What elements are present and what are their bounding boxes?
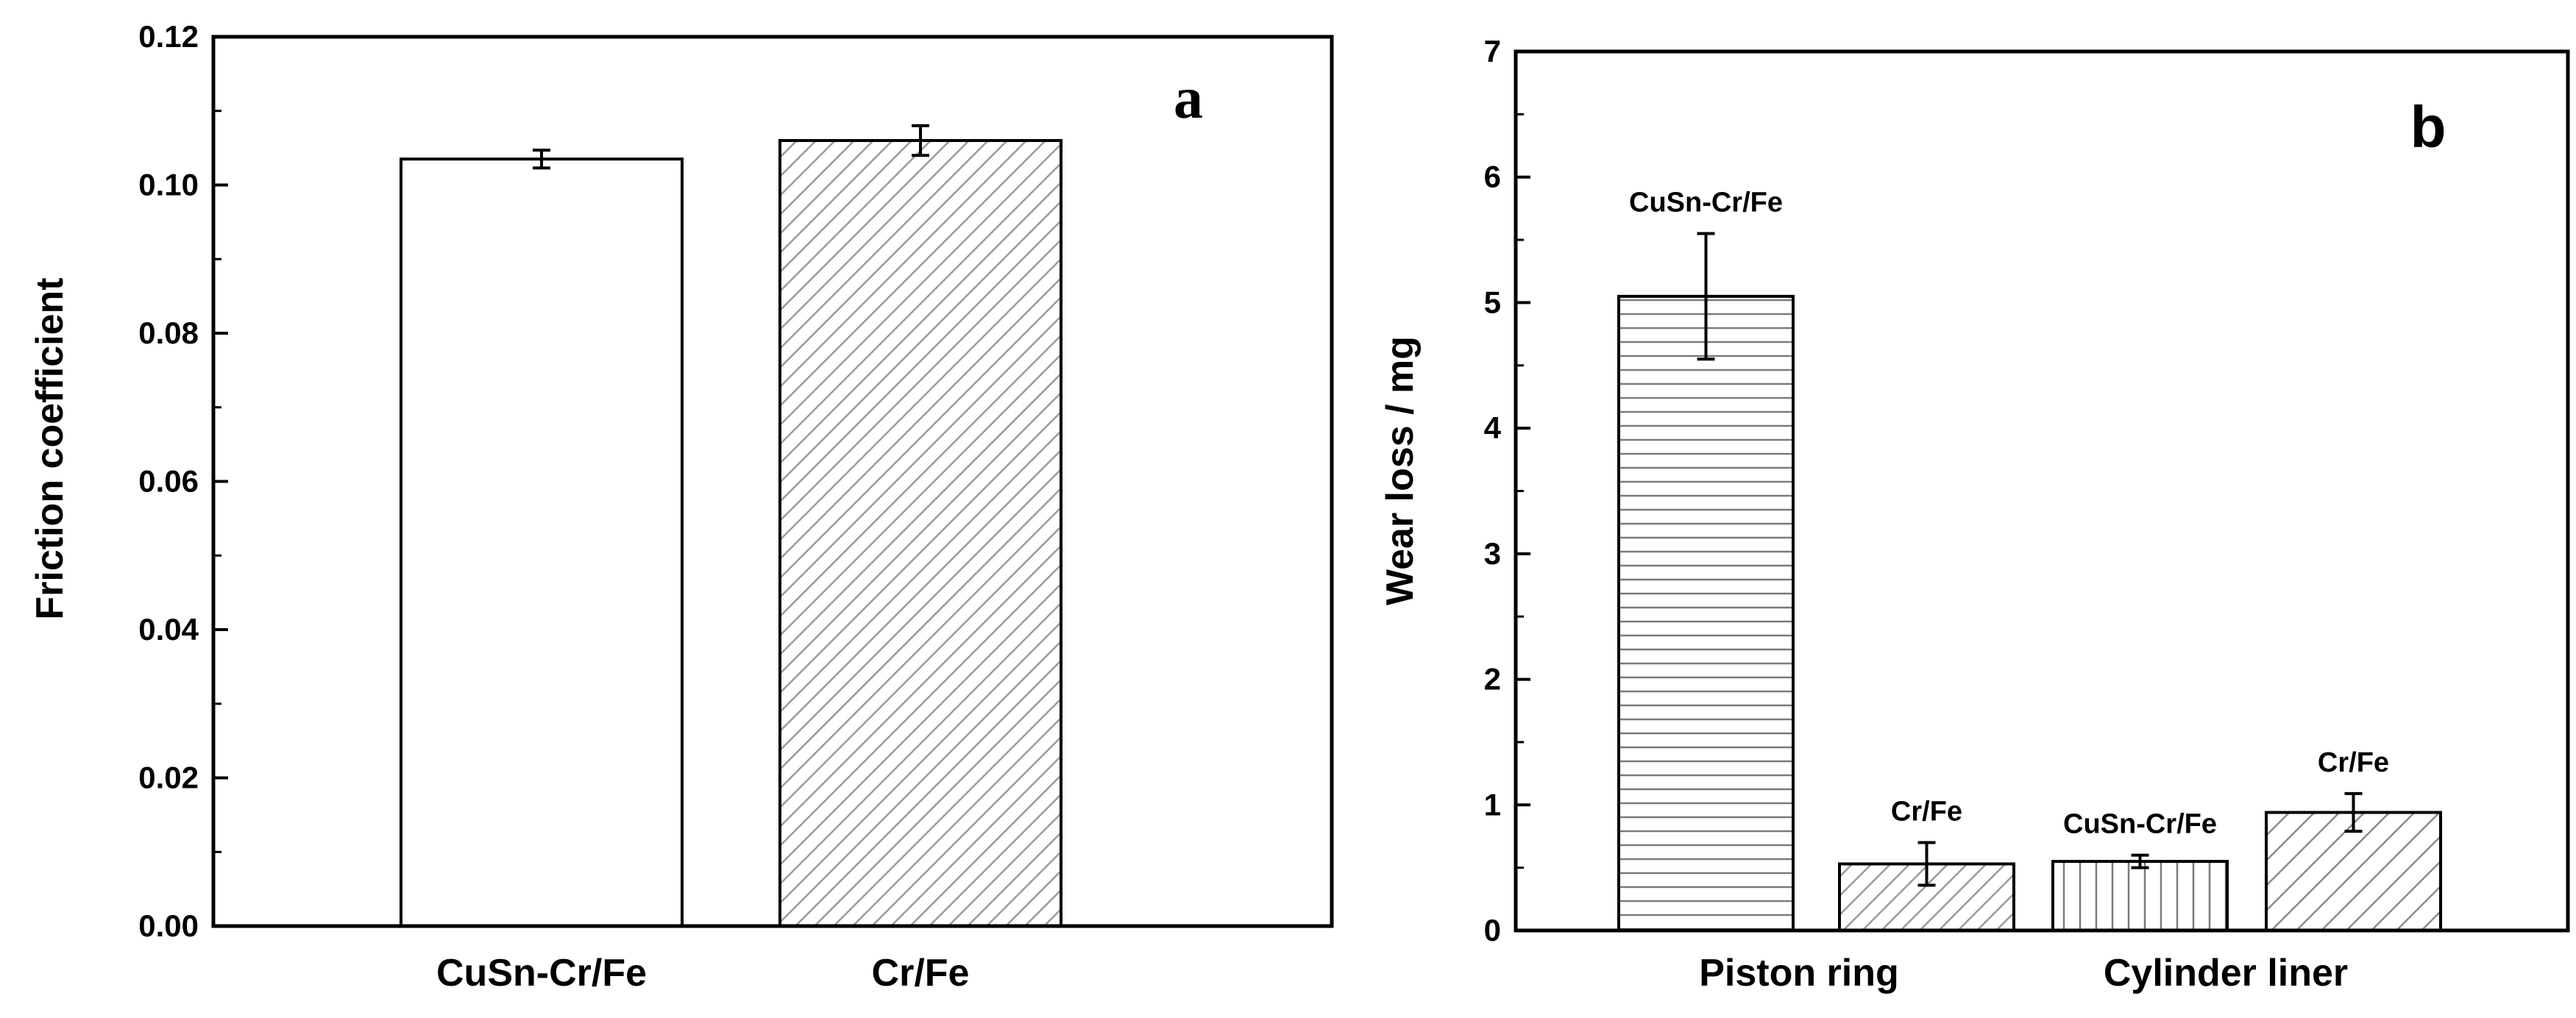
panel-a-y-tick-label: 0.06 xyxy=(138,464,199,499)
panel-a-y-axis-title: Friction coefficient xyxy=(29,277,71,619)
panel-b-y-ticks: 0 1 2 3 4 5 6 7 xyxy=(1484,34,1530,947)
panel-b-chart: Wear loss / mg b 0 1 2 3 4 5 6 7 CuSn-Cr/Fe Cr/F… xyxy=(1379,34,2570,994)
panel-b-y-tick-label: 2 xyxy=(1484,662,1501,697)
panel-a-letter: a xyxy=(1174,66,1203,131)
panel-a-x-tick-label: CuSn-Cr/Fe xyxy=(436,952,647,994)
panel-a-y-ticks: 0.00 0.02 0.04 0.06 0.08 0.10 0.12 xyxy=(138,19,228,943)
panel-a-y-tick-label: 0.02 xyxy=(138,761,199,795)
panel-b-bar xyxy=(1617,294,1795,932)
panel-a-y-tick-label: 0.00 xyxy=(138,908,199,943)
panel-a-bars xyxy=(400,124,1062,928)
panel-b-y-tick-label: 7 xyxy=(1484,34,1501,68)
panel-b-y-tick-label: 1 xyxy=(1484,787,1501,822)
panel-a-y-tick-label: 0.10 xyxy=(138,168,199,202)
panel-b-bar-label: Cr/Fe xyxy=(2318,747,2389,778)
panel-a-y-tick-label: 0.08 xyxy=(138,316,199,350)
panel-b-bar-label: CuSn-Cr/Fe xyxy=(2063,809,2217,840)
panel-b-y-axis-title: Wear loss / mg xyxy=(1379,336,1422,605)
panel-b-bar xyxy=(2051,860,2229,933)
panel-a-y-tick-label: 0.12 xyxy=(138,19,199,54)
panel-b-bar-label: CuSn-Cr/Fe xyxy=(1629,188,1783,218)
panel-b-x-group-label: Cylinder liner xyxy=(2104,952,2348,994)
panel-b-bars: CuSn-Cr/Fe Cr/Fe CuSn-Cr/Fe Cr/Fe xyxy=(1617,188,2442,933)
panel-b-x-group-label: Piston ring xyxy=(1699,952,1899,994)
panel-b-y-tick-label: 4 xyxy=(1484,410,1502,445)
panel-b-y-tick-label: 6 xyxy=(1484,160,1501,194)
panel-a-bar xyxy=(778,139,1062,928)
panel-a-x-tick-labels: CuSn-Cr/Fe Cr/Fe xyxy=(436,952,969,994)
panel-a-chart: Friction coefficient a 0.000.020.040.060… xyxy=(29,19,1334,994)
panel-b-y-tick-label: 5 xyxy=(1484,285,1501,319)
panel-b-bar-label: Cr/Fe xyxy=(1891,797,1962,827)
panel-b-letter: b xyxy=(2410,94,2447,160)
panel-b-y-tick-label: 3 xyxy=(1484,536,1501,571)
panel-a-plot-frame xyxy=(211,35,1334,928)
panel-b-plot-frame xyxy=(1514,49,2570,933)
panel-a-bar xyxy=(400,157,684,928)
panel-a-y-tick-label: 0.04 xyxy=(138,612,199,647)
panel-b-x-tick-labels: Piston ring Cylinder liner xyxy=(1699,952,2348,994)
panel-a-x-tick-label: Cr/Fe xyxy=(872,952,970,994)
panel-b-y-tick-label: 0 xyxy=(1484,913,1501,947)
